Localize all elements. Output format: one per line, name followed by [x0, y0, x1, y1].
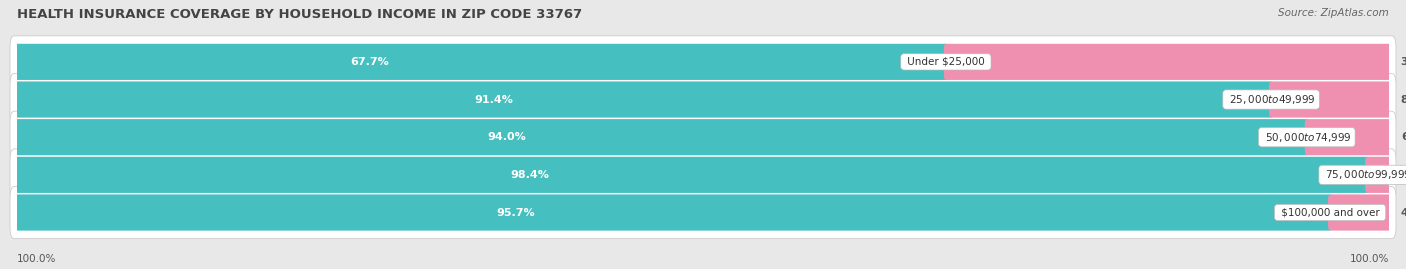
Text: 67.7%: 67.7% [350, 57, 389, 67]
FancyBboxPatch shape [10, 73, 1396, 126]
Text: 100.0%: 100.0% [17, 254, 56, 264]
Text: 6.1%: 6.1% [1402, 132, 1406, 142]
FancyBboxPatch shape [10, 149, 1396, 201]
Text: $25,000 to $49,999: $25,000 to $49,999 [1226, 93, 1316, 106]
Text: 4.3%: 4.3% [1400, 207, 1406, 218]
Text: 8.6%: 8.6% [1400, 94, 1406, 105]
Text: 95.7%: 95.7% [496, 207, 536, 218]
Text: 94.0%: 94.0% [488, 132, 526, 142]
FancyBboxPatch shape [943, 44, 1391, 80]
FancyBboxPatch shape [1305, 119, 1392, 155]
FancyBboxPatch shape [15, 194, 1331, 231]
Text: HEALTH INSURANCE COVERAGE BY HOUSEHOLD INCOME IN ZIP CODE 33767: HEALTH INSURANCE COVERAGE BY HOUSEHOLD I… [17, 8, 582, 21]
Text: $100,000 and over: $100,000 and over [1278, 207, 1382, 218]
FancyBboxPatch shape [15, 157, 1369, 193]
FancyBboxPatch shape [10, 186, 1396, 239]
FancyBboxPatch shape [10, 36, 1396, 88]
Text: Under $25,000: Under $25,000 [904, 57, 988, 67]
FancyBboxPatch shape [15, 44, 948, 80]
FancyBboxPatch shape [15, 119, 1309, 155]
Text: $50,000 to $74,999: $50,000 to $74,999 [1261, 131, 1353, 144]
FancyBboxPatch shape [1270, 82, 1391, 118]
FancyBboxPatch shape [1329, 194, 1391, 231]
Text: 91.4%: 91.4% [474, 94, 513, 105]
Text: 98.4%: 98.4% [510, 170, 550, 180]
Text: 1.6%: 1.6% [1400, 170, 1406, 180]
Text: $75,000 to $99,999: $75,000 to $99,999 [1322, 168, 1406, 181]
Text: Source: ZipAtlas.com: Source: ZipAtlas.com [1278, 8, 1389, 18]
FancyBboxPatch shape [1365, 157, 1391, 193]
FancyBboxPatch shape [10, 111, 1396, 163]
Text: 100.0%: 100.0% [1350, 254, 1389, 264]
FancyBboxPatch shape [15, 82, 1274, 118]
Text: 32.3%: 32.3% [1400, 57, 1406, 67]
